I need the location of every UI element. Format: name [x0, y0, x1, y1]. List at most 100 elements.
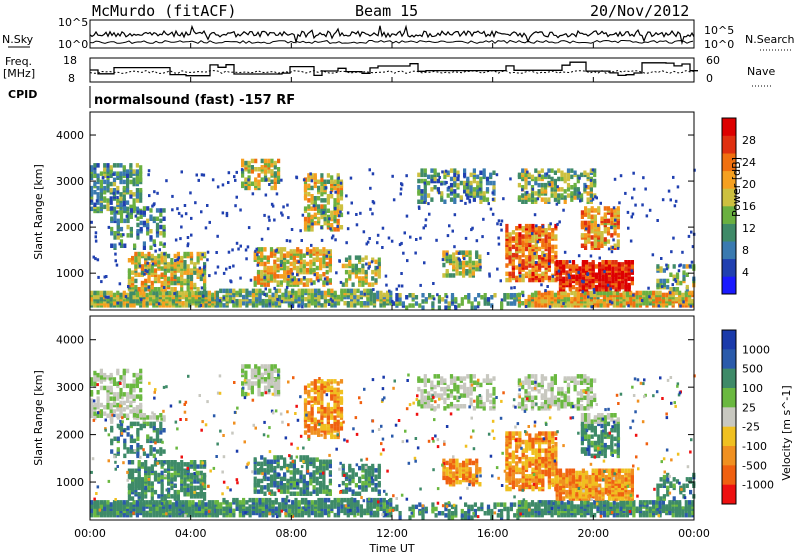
heatmap-cell: [283, 489, 286, 494]
heatmap-cell: [155, 297, 158, 302]
heatmap-cell: [570, 168, 573, 173]
heatmap-cell: [463, 190, 466, 193]
heatmap-cell: [452, 252, 455, 257]
heatmap-cell: [248, 169, 251, 174]
heatmap-cell: [463, 175, 466, 178]
heatmap-cell: [260, 247, 263, 252]
heatmap-cell: [633, 188, 636, 191]
heatmap-cell: [254, 167, 257, 172]
heatmap-cell: [227, 181, 230, 184]
heatmap-cell: [642, 511, 645, 516]
heatmap-cell: [286, 479, 289, 484]
heatmap-cell: [500, 509, 503, 514]
heatmap-cell: [231, 248, 234, 251]
heatmap-cell: [619, 511, 622, 516]
heatmap-cell: [110, 206, 113, 211]
heatmap-cell: [644, 188, 647, 191]
heatmap-cell: [328, 251, 331, 254]
heatmap-cell: [260, 462, 263, 467]
heatmap-cell: [554, 191, 557, 196]
heatmap-cell: [624, 260, 627, 265]
heatmap-cell: [358, 276, 361, 281]
heatmap-cell: [435, 239, 438, 242]
heatmap-cell: [170, 494, 173, 499]
heatmap-cell: [554, 507, 557, 512]
heatmap-cell: [270, 266, 273, 271]
heatmap-cell: [559, 275, 562, 280]
heatmap-cell: [106, 207, 109, 212]
heatmap-cell: [119, 196, 122, 201]
heatmap-cell: [317, 289, 320, 294]
heatmap-cell: [600, 202, 603, 205]
heatmap-cell: [587, 197, 590, 202]
heatmap-cell: [456, 193, 459, 198]
heatmap-cell: [666, 279, 669, 284]
heatmap-cell: [174, 475, 177, 480]
heatmap-cell: [564, 195, 567, 200]
heatmap-cell: [467, 515, 470, 520]
heatmap-cell: [97, 276, 100, 279]
heatmap-cell: [464, 202, 467, 205]
heatmap-cell: [471, 305, 474, 310]
heatmap-cell: [605, 260, 608, 265]
heatmap-cell: [203, 473, 206, 478]
heatmap-cell: [679, 305, 682, 308]
heatmap-cell: [249, 299, 252, 304]
heatmap-cell: [444, 305, 447, 310]
heatmap-cell: [174, 490, 177, 495]
heatmap-cell: [204, 265, 207, 268]
heatmap-cell: [203, 496, 206, 501]
heatmap-cell: [549, 305, 552, 308]
heatmap-cell: [187, 242, 190, 245]
heatmap-cell: [510, 293, 513, 298]
heatmap-cell: [133, 169, 136, 174]
heatmap-cell: [222, 507, 225, 512]
heatmap-cell: [257, 173, 260, 178]
heatmap-cell: [320, 226, 323, 229]
heatmap-cell: [500, 279, 503, 282]
heatmap-cell: [257, 276, 260, 281]
heatmap-cell: [200, 471, 203, 476]
heatmap-cell: [548, 238, 551, 243]
heatmap-cell: [376, 295, 379, 300]
heatmap-cell: [546, 172, 549, 175]
heatmap-cell: [558, 270, 561, 273]
heatmap-cell: [234, 179, 237, 182]
heatmap-cell: [304, 194, 307, 199]
heatmap-cell: [330, 211, 333, 216]
heatmap-cell: [270, 163, 273, 168]
heatmap-cell: [418, 207, 421, 210]
heatmap-cell: [453, 173, 456, 178]
heatmap-cell: [146, 293, 149, 298]
heatmap-cell: [483, 168, 486, 173]
heatmap-cell: [265, 504, 268, 509]
heatmap-cell: [254, 159, 257, 164]
heatmap-cell: [628, 260, 631, 265]
heatmap-cell: [572, 285, 575, 290]
heatmap-cell: [427, 175, 430, 180]
heatmap-cell: [518, 173, 521, 178]
heatmap-cell: [294, 291, 297, 296]
heatmap-cell: [477, 301, 480, 306]
heatmap-cell: [632, 507, 635, 512]
heatmap-cell: [596, 299, 599, 304]
heatmap-cell: [147, 256, 150, 261]
heatmap-cell: [301, 301, 304, 306]
heatmap-cell: [170, 477, 173, 482]
heatmap-cell: [100, 171, 103, 176]
heatmap-cell: [262, 498, 265, 503]
heatmap-cell: [105, 296, 108, 299]
heatmap-cell: [679, 281, 682, 286]
heatmap-cell: [314, 273, 317, 276]
heatmap-cell: [170, 281, 173, 286]
heatmap-cell: [175, 239, 178, 242]
heatmap-cell: [201, 286, 204, 289]
heatmap-cell: [545, 245, 548, 250]
heatmap-cell: [116, 264, 119, 267]
heatmap-cell: [119, 282, 122, 285]
heatmap-cell: [627, 304, 630, 307]
heatmap-cell: [610, 226, 613, 229]
heatmap-cell: [509, 177, 512, 180]
heatmap-cell: [264, 169, 267, 174]
heatmap-cell: [177, 277, 180, 282]
